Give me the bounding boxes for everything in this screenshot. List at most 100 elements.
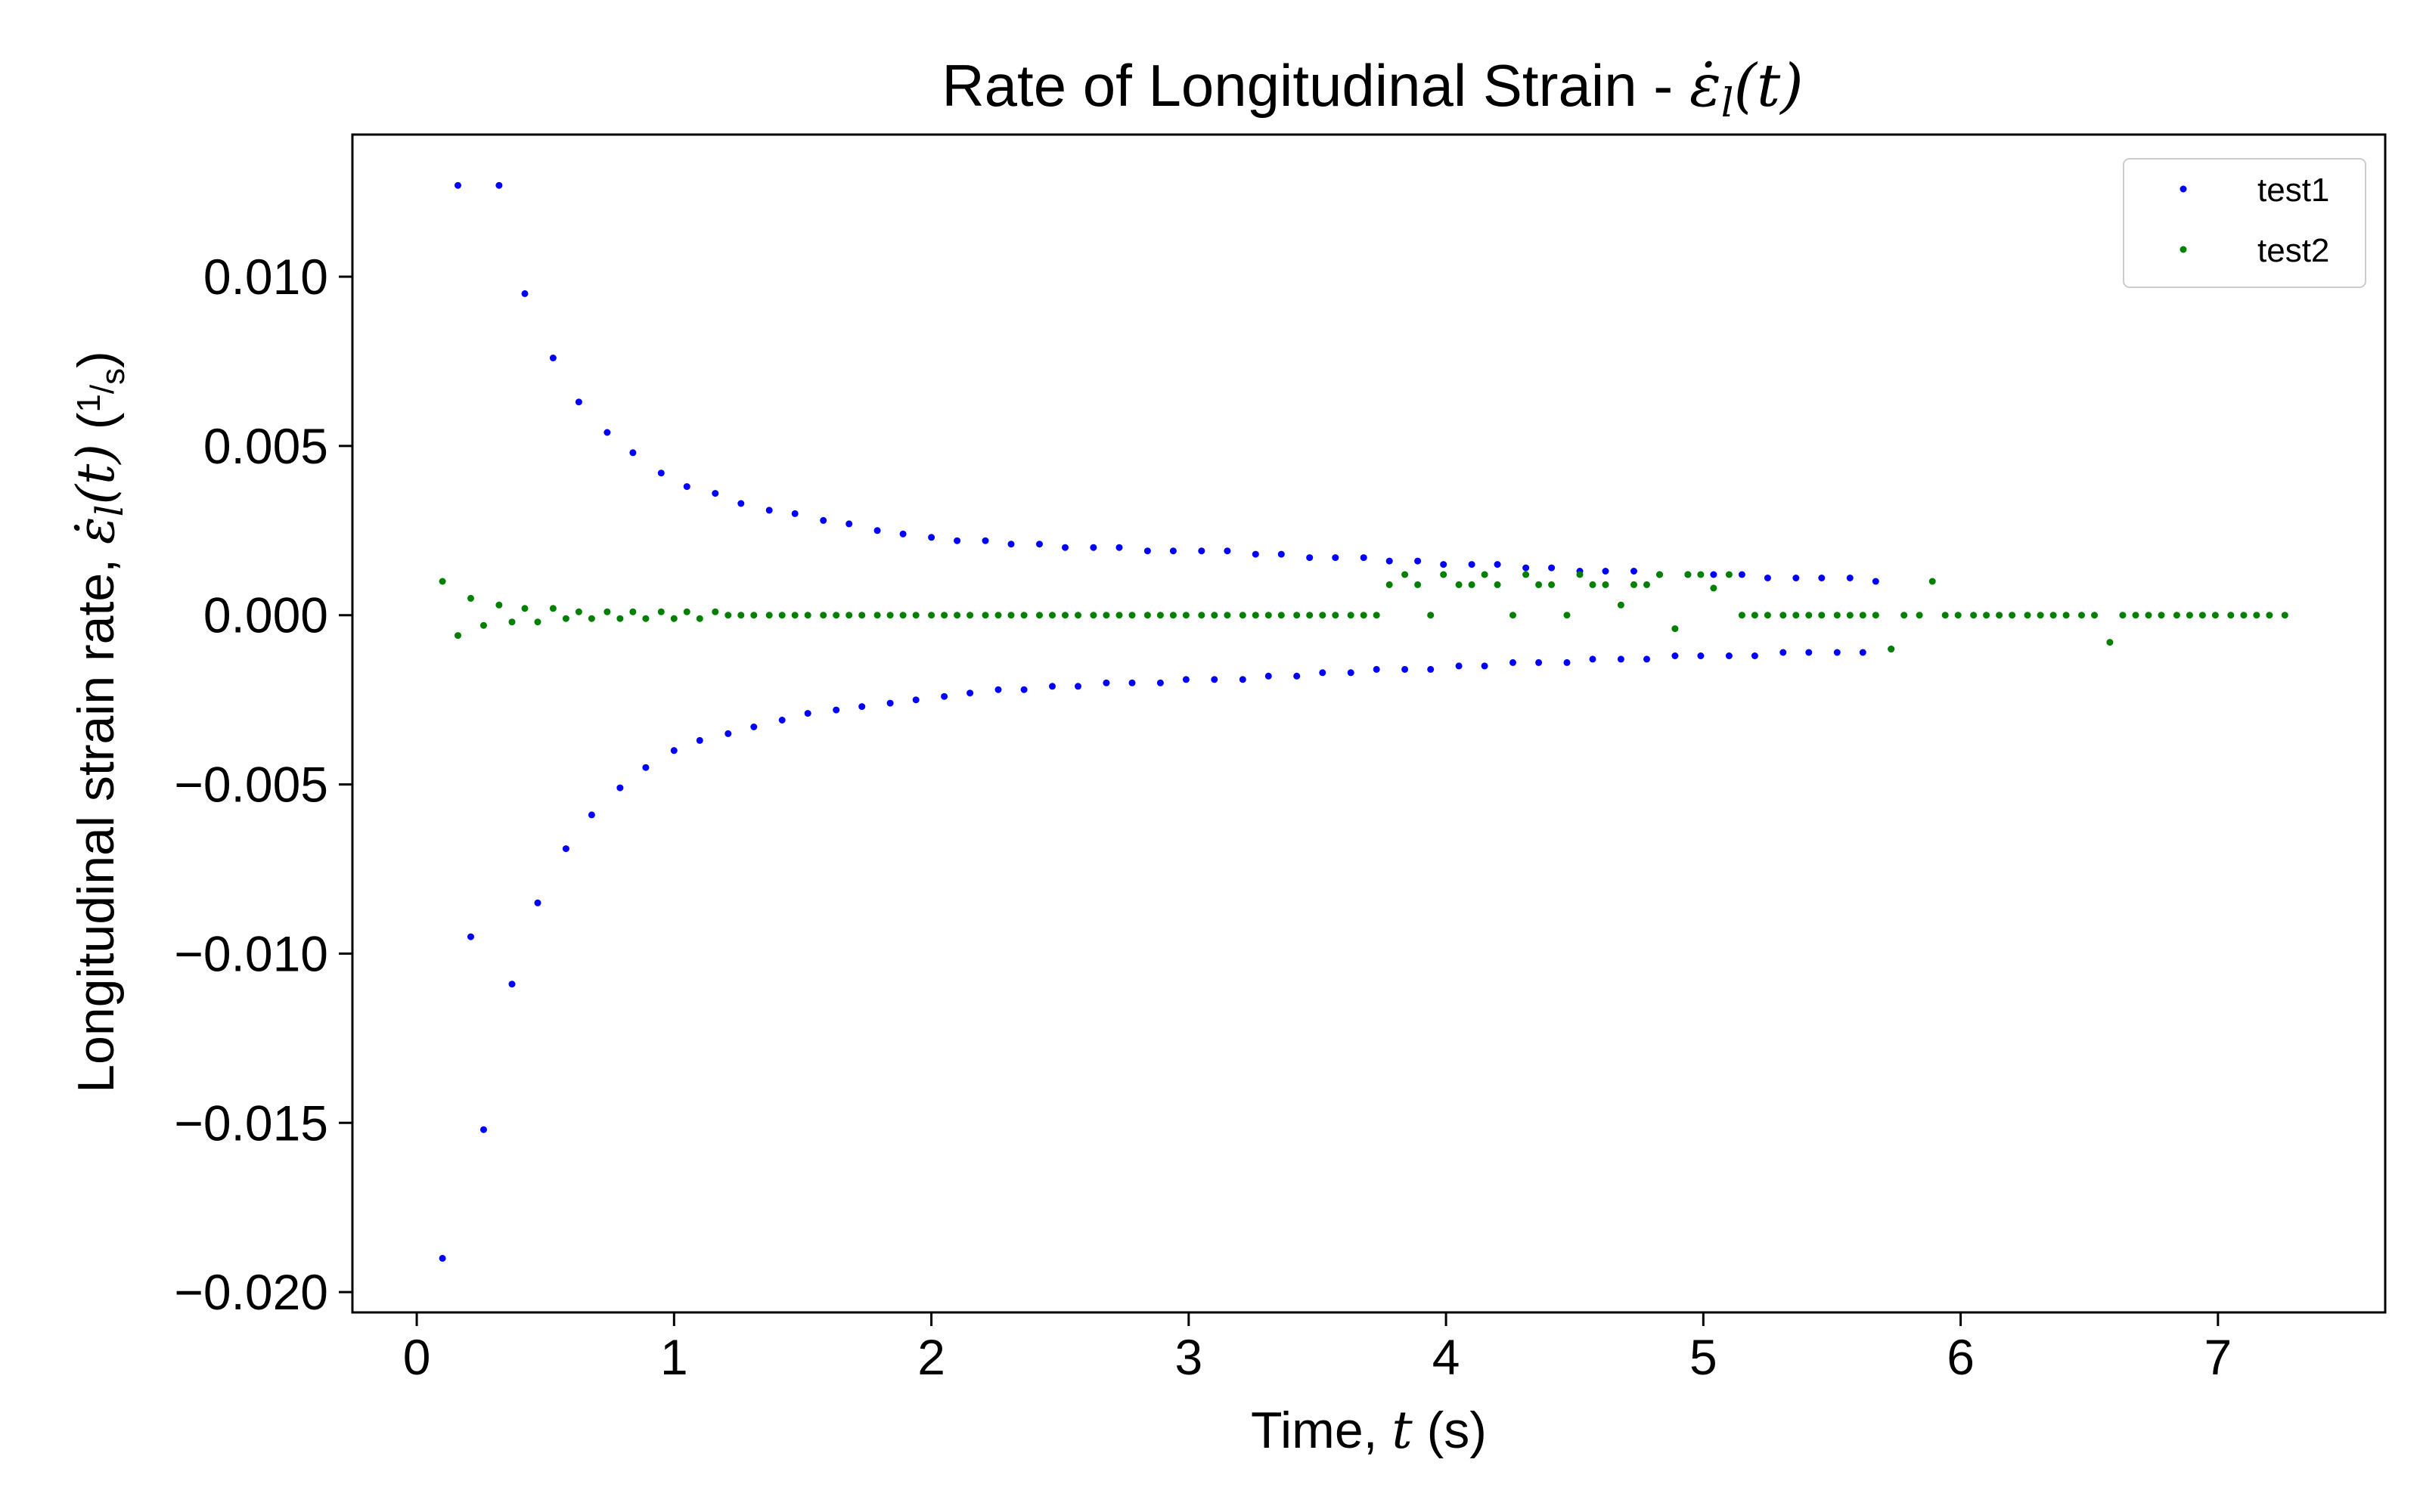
x-tick-label: 4 — [1432, 1329, 1460, 1385]
point-test1 — [1468, 561, 1475, 569]
x-tick-label: 6 — [1947, 1329, 1975, 1385]
legend: test1 test2 — [2123, 158, 2366, 288]
point-test2 — [2062, 612, 2070, 619]
point-test2 — [2119, 612, 2127, 619]
point-test2 — [2266, 612, 2273, 619]
point-test2 — [1319, 612, 1326, 619]
point-test2 — [1916, 612, 1923, 619]
point-test1 — [724, 730, 732, 737]
point-test2 — [1589, 581, 1596, 588]
legend-label-test2: test2 — [2257, 232, 2329, 269]
point-test1 — [1169, 547, 1177, 555]
point-test1 — [1725, 652, 1733, 659]
point-test1 — [1764, 575, 1771, 581]
point-test1 — [616, 784, 624, 792]
point-test2 — [1115, 612, 1123, 619]
point-test2 — [1090, 612, 1097, 619]
point-test2 — [670, 615, 678, 622]
point-test1 — [1710, 571, 1717, 578]
point-test2 — [1062, 612, 1069, 619]
point-test2 — [1277, 612, 1285, 619]
point-test2 — [1996, 612, 2003, 619]
point-test1 — [1535, 658, 1543, 666]
point-test2 — [1751, 612, 1758, 619]
point-test2 — [1764, 612, 1771, 619]
point-test1 — [886, 699, 894, 707]
point-test1 — [1373, 665, 1380, 673]
point-test2 — [1818, 612, 1826, 619]
point-test1 — [858, 703, 866, 711]
point-test2 — [1970, 612, 1978, 619]
point-test1 — [1414, 557, 1422, 565]
point-test1 — [966, 689, 974, 697]
point-test1 — [1319, 669, 1326, 677]
y-tick-label: −0.005 — [174, 757, 328, 813]
chart-title-sub: l — [1721, 81, 1734, 126]
point-test2 — [1725, 571, 1733, 578]
y-tick-label: −0.010 — [174, 925, 328, 981]
point-test2 — [2211, 612, 2219, 619]
x-tick-label: 5 — [1689, 1329, 1717, 1385]
point-test2 — [562, 615, 569, 622]
chart-title-paren: (t) — [1733, 52, 1803, 120]
point-test2 — [1182, 612, 1190, 619]
point-test2 — [1697, 571, 1705, 578]
point-test1 — [1401, 665, 1409, 673]
point-test2 — [1888, 646, 1895, 652]
data-points — [439, 181, 2288, 1262]
point-test2 — [778, 612, 786, 619]
point-test2 — [1211, 612, 1218, 619]
point-test2 — [1833, 612, 1841, 619]
y-axis-ticks: 0.010 0.005 0.000 −0.005 −0.010 −0.015 −0.020 — [174, 249, 352, 1320]
point-test1 — [1239, 676, 1246, 683]
point-test1 — [873, 527, 881, 534]
point-test2 — [1252, 612, 1259, 619]
point-test1 — [1306, 554, 1314, 562]
point-test2 — [791, 612, 799, 619]
point-test2 — [1414, 581, 1422, 588]
point-test2 — [2106, 639, 2114, 646]
point-test1 — [1020, 686, 1028, 693]
point-test2 — [804, 612, 811, 619]
point-test2 — [2240, 612, 2248, 619]
point-test1 — [845, 520, 853, 528]
point-test2 — [954, 612, 961, 619]
point-test1 — [1738, 571, 1745, 578]
point-test2 — [2186, 612, 2193, 619]
point-test2 — [549, 605, 557, 612]
point-test2 — [603, 608, 611, 615]
point-test1 — [804, 710, 811, 717]
point-test1 — [683, 483, 690, 491]
chart-title: Rate of Longitudinal Strain - ε̇l(t) — [942, 52, 1803, 126]
point-test1 — [1643, 655, 1650, 663]
point-test1 — [1792, 575, 1800, 581]
point-test1 — [534, 899, 541, 906]
point-test1 — [603, 429, 611, 436]
x-axis-ticks: 0 1 2 3 4 5 6 7 — [403, 1312, 2232, 1385]
point-test1 — [750, 723, 758, 730]
point-test2 — [1103, 612, 1110, 619]
point-test2 — [1075, 612, 1081, 619]
point-test2 — [2227, 612, 2235, 619]
point-test1 — [954, 537, 961, 544]
point-test2 — [588, 615, 595, 622]
point-test2 — [1007, 612, 1015, 619]
point-test2 — [1306, 612, 1314, 619]
point-test2 — [2158, 612, 2165, 619]
legend-marker-test1 — [2180, 185, 2187, 193]
point-test1 — [657, 469, 665, 477]
point-test2 — [1846, 612, 1854, 619]
point-test2 — [2132, 612, 2139, 619]
point-test2 — [750, 612, 758, 619]
point-test2 — [845, 612, 853, 619]
point-test2 — [1656, 571, 1663, 578]
point-test1 — [467, 933, 474, 940]
point-test2 — [1198, 612, 1205, 619]
point-test2 — [575, 608, 582, 615]
point-test1 — [1128, 679, 1136, 686]
point-test2 — [737, 612, 745, 619]
point-test2 — [521, 605, 529, 612]
point-test2 — [1779, 612, 1787, 619]
point-test1 — [480, 1126, 487, 1133]
point-test1 — [765, 507, 773, 514]
